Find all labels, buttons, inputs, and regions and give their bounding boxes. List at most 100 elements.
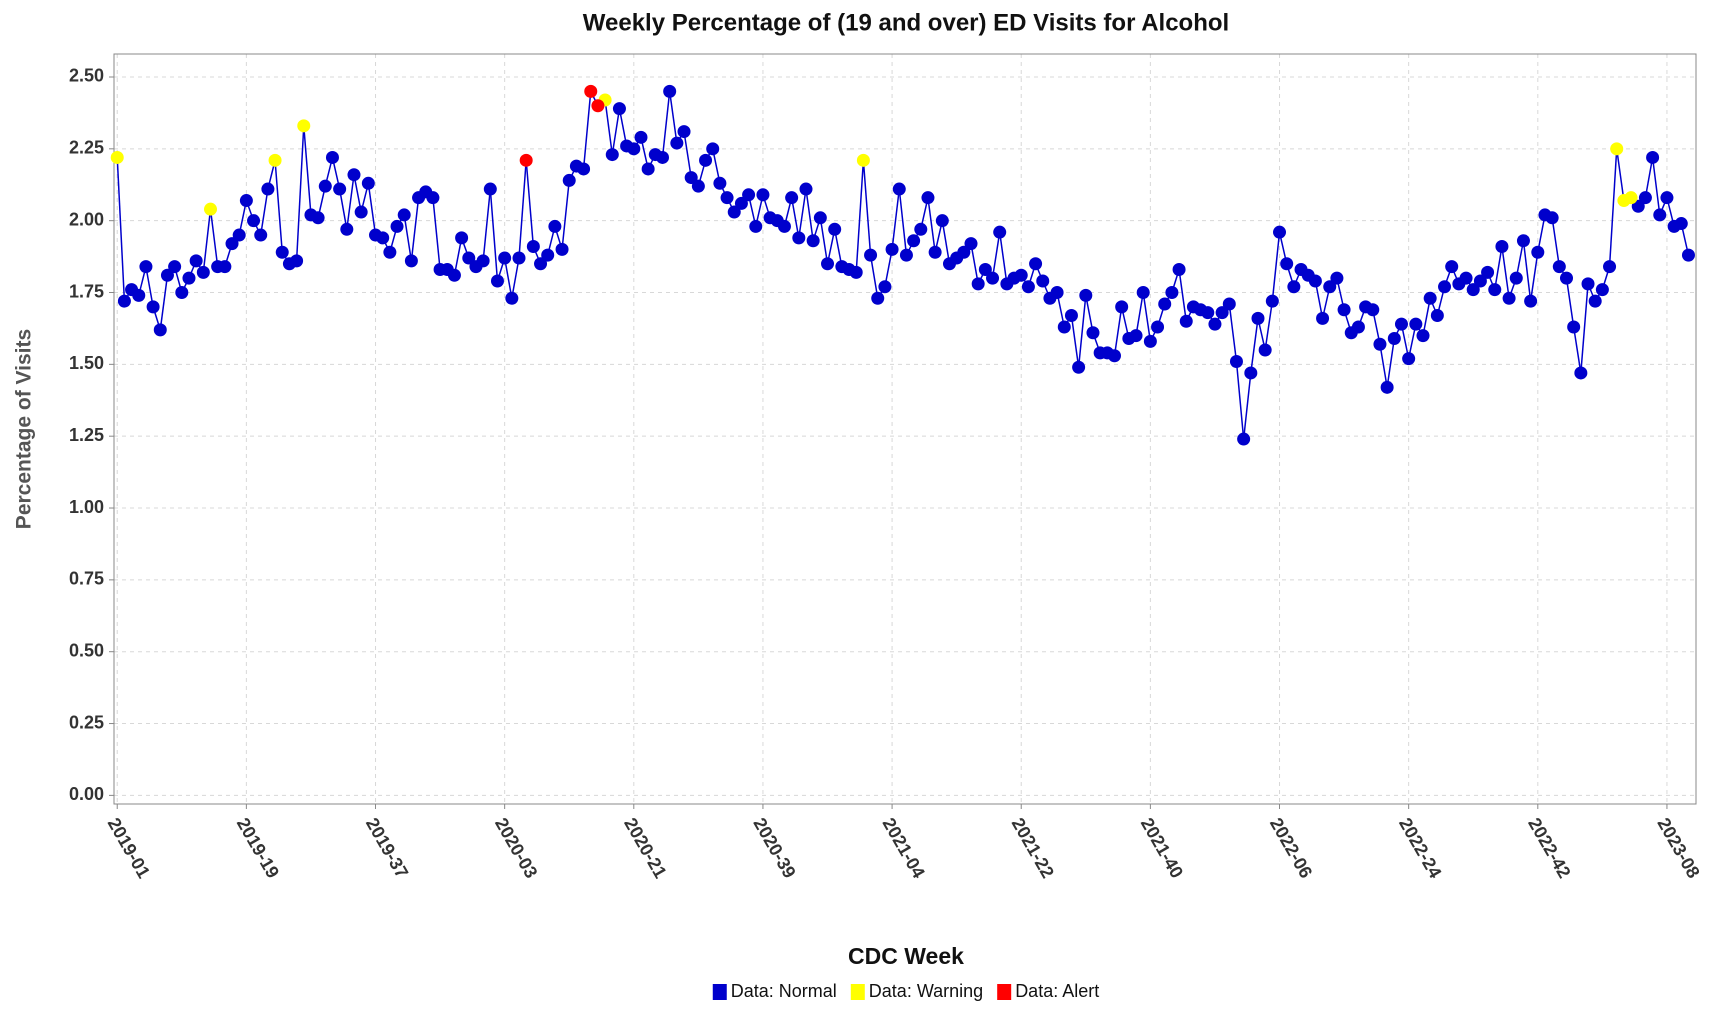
data-point — [1581, 277, 1595, 291]
data-point — [1380, 380, 1394, 394]
data-point — [268, 153, 282, 167]
data-point — [1222, 297, 1236, 311]
data-point — [1466, 283, 1480, 297]
line-segment — [145, 266, 154, 308]
legend-swatch — [850, 984, 865, 1000]
data-point — [1438, 280, 1452, 294]
line-segment — [891, 188, 901, 250]
data-point — [462, 251, 476, 265]
line-segment — [367, 183, 377, 236]
data-point — [1287, 280, 1301, 294]
data-point — [1402, 352, 1416, 366]
data-point — [1416, 329, 1430, 343]
data-point — [1337, 303, 1351, 317]
line-segment — [790, 197, 800, 239]
data-point — [397, 208, 411, 222]
data-point — [1430, 308, 1444, 322]
line-segment — [927, 197, 936, 253]
data-point — [175, 286, 189, 300]
data-point — [986, 271, 1000, 285]
data-point — [1258, 343, 1272, 357]
line-segment — [1386, 338, 1396, 388]
line-segment — [604, 99, 614, 155]
data-point — [390, 219, 404, 233]
line-segment — [1501, 246, 1510, 299]
line-segment — [259, 188, 269, 236]
data-point — [1603, 260, 1617, 274]
data-point — [627, 142, 641, 156]
line-segment — [1494, 246, 1503, 290]
data-point — [1631, 199, 1645, 213]
data-point — [1459, 271, 1473, 285]
data-point — [139, 260, 153, 274]
data-point — [799, 182, 813, 196]
data-point — [1208, 317, 1222, 331]
data-point — [1143, 334, 1157, 348]
line-segment — [410, 197, 420, 261]
line-segment — [1250, 318, 1259, 374]
data-point — [864, 248, 878, 262]
line-segment — [611, 108, 621, 155]
data-point — [347, 168, 361, 182]
data-point — [333, 182, 347, 196]
y-tick-label: 2.50 — [69, 66, 104, 86]
line-segment — [1235, 361, 1245, 440]
line-segment — [432, 197, 441, 270]
line-segment — [202, 209, 212, 273]
data-point — [993, 225, 1007, 239]
legend-swatch — [712, 984, 727, 1000]
legend-label: Data: Normal — [731, 981, 837, 1001]
line-segment — [303, 125, 312, 215]
data-point — [562, 173, 576, 187]
data-point — [261, 182, 275, 196]
data-point — [325, 150, 339, 164]
line-segment — [1242, 372, 1252, 440]
data-point — [1646, 150, 1660, 164]
data-point — [1330, 271, 1344, 285]
data-point — [1244, 366, 1258, 380]
data-point — [1509, 271, 1523, 285]
y-tick-label: 0.25 — [69, 712, 104, 732]
line-segment — [1135, 292, 1144, 336]
data-point — [1610, 142, 1624, 156]
data-point — [584, 84, 598, 98]
y-tick-label: 0.75 — [69, 569, 104, 589]
data-point — [899, 248, 913, 262]
data-point — [813, 211, 827, 225]
line-segment — [898, 188, 908, 256]
data-point — [677, 125, 691, 139]
line-segment — [274, 160, 283, 253]
line-segment — [1379, 344, 1388, 388]
data-point — [1481, 265, 1495, 279]
line-segment — [1651, 157, 1661, 216]
data-point — [1473, 274, 1487, 288]
data-point — [555, 242, 569, 256]
data-point — [361, 176, 375, 190]
data-point — [684, 171, 698, 185]
data-point — [505, 291, 519, 305]
line-segment — [116, 157, 126, 302]
data-point — [160, 268, 174, 282]
data-point — [742, 188, 756, 202]
data-point — [146, 300, 160, 314]
data-point — [878, 280, 892, 294]
line-segment — [1529, 252, 1539, 302]
line-segment — [661, 91, 671, 158]
data-point — [110, 150, 124, 164]
data-point — [1394, 317, 1408, 331]
data-point — [756, 188, 770, 202]
line-segment — [798, 188, 807, 239]
data-point — [383, 245, 397, 259]
data-point — [663, 84, 677, 98]
plot-border — [113, 53, 1697, 805]
y-tick-label: 1.50 — [69, 353, 104, 373]
line-segment — [998, 232, 1008, 284]
line-segment — [525, 160, 535, 247]
data-point — [699, 153, 713, 167]
data-point — [1316, 311, 1330, 325]
data-point — [1050, 286, 1064, 300]
data-point — [907, 234, 921, 248]
data-point — [641, 162, 655, 176]
line-segment — [346, 174, 355, 230]
